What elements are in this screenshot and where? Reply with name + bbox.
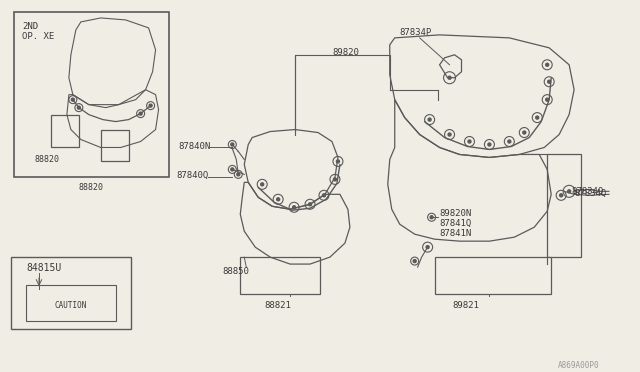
Text: 88820: 88820 (35, 155, 60, 164)
Circle shape (448, 133, 451, 136)
Circle shape (413, 260, 416, 263)
Circle shape (292, 206, 296, 209)
Circle shape (237, 173, 240, 176)
Text: 89820: 89820 (332, 48, 359, 57)
Circle shape (428, 118, 431, 121)
Circle shape (276, 198, 280, 201)
Text: 89821: 89821 (452, 301, 479, 310)
Circle shape (231, 143, 234, 146)
Circle shape (546, 98, 548, 101)
Text: 88821: 88821 (265, 301, 292, 310)
Circle shape (468, 140, 471, 143)
Bar (51, 115, 79, 147)
Text: 87834Q: 87834Q (571, 187, 604, 196)
Text: OP. XE: OP. XE (22, 32, 54, 41)
Circle shape (559, 194, 563, 197)
Bar (240, 257, 320, 294)
Bar (435, 257, 551, 294)
Text: 2ND: 2ND (22, 22, 38, 31)
Text: 87834P: 87834P (400, 28, 432, 37)
Text: A869A00P0: A869A00P0 (557, 361, 599, 370)
Text: 88820: 88820 (78, 183, 103, 192)
Text: 87840N: 87840N (178, 141, 211, 151)
Circle shape (536, 116, 539, 119)
Text: 87841N: 87841N (440, 229, 472, 238)
Circle shape (448, 76, 451, 79)
Circle shape (323, 194, 326, 197)
Circle shape (488, 143, 491, 146)
Circle shape (546, 63, 548, 66)
Circle shape (337, 160, 339, 163)
Circle shape (149, 104, 152, 107)
Circle shape (260, 183, 264, 186)
Bar (11, 257, 131, 329)
Text: 88850: 88850 (222, 267, 249, 276)
Bar (100, 129, 129, 161)
Circle shape (568, 190, 571, 193)
Circle shape (508, 140, 511, 143)
Text: CAUTION: CAUTION (54, 301, 87, 310)
Circle shape (333, 178, 337, 181)
Text: 87840Q: 87840Q (176, 171, 209, 180)
Text: 87834Q: 87834Q (574, 189, 606, 198)
Circle shape (139, 112, 142, 115)
Text: 87841Q: 87841Q (440, 219, 472, 228)
Text: 84815U: 84815U (26, 263, 61, 273)
Circle shape (426, 246, 429, 248)
Bar (14, 12, 168, 177)
Circle shape (231, 168, 234, 171)
Circle shape (72, 98, 74, 101)
Circle shape (523, 131, 526, 134)
Text: 89820N: 89820N (440, 209, 472, 218)
Bar (26, 285, 116, 321)
Bar (547, 154, 581, 257)
Circle shape (548, 80, 550, 83)
Circle shape (308, 203, 312, 206)
Circle shape (430, 216, 433, 219)
Circle shape (77, 106, 81, 109)
